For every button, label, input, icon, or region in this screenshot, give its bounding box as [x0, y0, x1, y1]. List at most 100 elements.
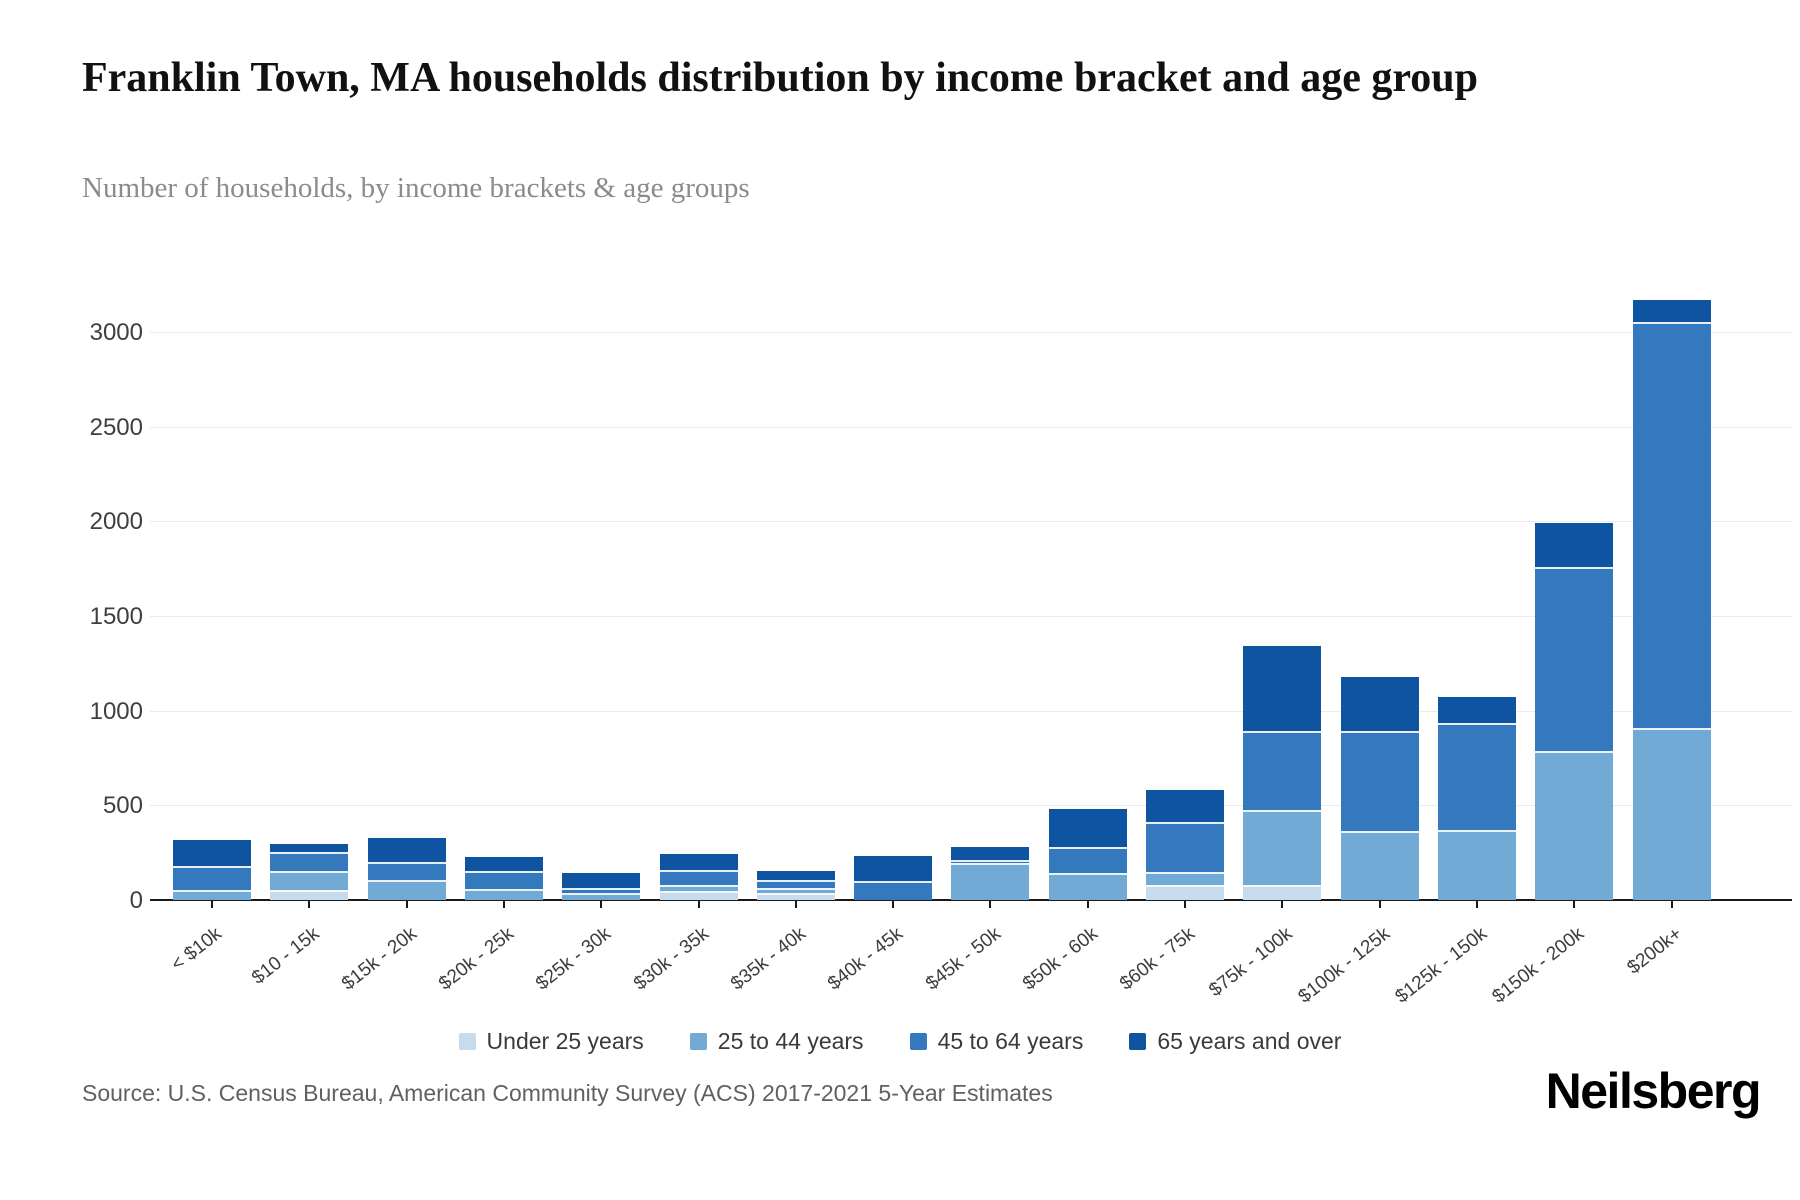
bar--15k-20k — [367, 837, 446, 900]
y-axis-tick-label: 3000 — [89, 319, 143, 347]
bar-segment-25-to-44-years — [1146, 874, 1224, 887]
x-axis-label: $125k - 150k — [1391, 923, 1492, 1008]
x-axis-tick — [794, 901, 797, 908]
bar--45k-50k — [951, 846, 1030, 900]
bar-segment-65-years-and-over — [756, 870, 835, 882]
legend-label: 25 to 44 years — [717, 1028, 864, 1054]
x-axis-tick — [1281, 901, 1284, 908]
bar-segment-65-years-and-over — [854, 855, 933, 883]
x-axis-tick — [989, 901, 992, 908]
x-axis-tick — [502, 901, 505, 908]
x-axis-tick — [697, 901, 700, 908]
brand-logo: Neilsberg — [1545, 1063, 1762, 1119]
bar-segment-25-to-44-years — [1535, 753, 1614, 900]
bar-segment-65-years-and-over — [562, 873, 641, 890]
bar--60k-75k — [1146, 790, 1224, 900]
x-axis-label: $25k - 30k — [532, 923, 616, 995]
bar-segment-65-years-and-over — [1048, 809, 1127, 849]
x-axis-tick — [308, 901, 311, 908]
bar-segment-25-to-44-years — [1340, 832, 1419, 900]
y-axis-tick-label: 1000 — [89, 697, 143, 725]
y-axis-tick-label: 2500 — [89, 413, 143, 441]
legend-item-25-to-44-years: 25 to 44 years — [689, 1028, 864, 1055]
x-axis-tick — [600, 901, 603, 908]
bar--150k-200k — [1535, 523, 1614, 900]
legend-label: 45 to 64 years — [937, 1028, 1084, 1054]
bar--50k-60k — [1048, 809, 1127, 900]
legend-item-65-years-and-over: 65 years and over — [1129, 1028, 1341, 1055]
gridline — [150, 710, 1792, 712]
chart-subtitle: Number of households, by income brackets… — [82, 172, 750, 204]
x-axis-label: $150k - 200k — [1488, 923, 1589, 1008]
bar-segment-45-to-64-years — [367, 864, 446, 882]
bar-segment-under-25-years — [756, 895, 835, 900]
bar-segment-25-to-44-years — [1437, 831, 1516, 900]
x-axis-line — [150, 899, 1792, 901]
x-axis-label: $35k - 40k — [727, 923, 810, 995]
bar-segment-65-years-and-over — [173, 840, 251, 868]
x-axis-tick — [1378, 901, 1381, 908]
legend-label: 65 years and over — [1157, 1028, 1342, 1054]
bar-segment-65-years-and-over — [1146, 790, 1224, 825]
x-axis-label: $200k+ — [1623, 923, 1686, 979]
y-axis-tick-label: 500 — [102, 792, 143, 820]
bar--10-15k — [270, 844, 349, 900]
x-axis-label: $15k - 20k — [337, 923, 421, 995]
bar-segment-25-to-44-years — [270, 872, 349, 893]
bar-segment-45-to-64-years — [1437, 724, 1516, 832]
bar-segment-65-years-and-over — [270, 844, 349, 854]
bar-segment-under-25-years — [1243, 886, 1322, 900]
bar--75k-100k — [1243, 646, 1322, 900]
bar--10k — [173, 840, 251, 900]
x-axis-label: $75k - 100k — [1205, 923, 1297, 1002]
bar-segment-65-years-and-over — [1437, 697, 1516, 725]
x-axis-label: $45k - 50k — [921, 923, 1005, 995]
x-axis-tick — [405, 901, 408, 908]
bar-segment-25-to-44-years — [173, 892, 251, 900]
x-axis-tick — [1184, 901, 1186, 908]
bar-segment-45-to-64-years — [756, 882, 835, 890]
x-axis-tick — [1573, 901, 1576, 908]
bar--20k-25k — [464, 857, 543, 900]
bar-segment-45-to-64-years — [951, 862, 1030, 865]
bar--40k-45k — [854, 855, 933, 900]
bar--200k- — [1632, 299, 1711, 900]
gridline — [150, 805, 1792, 807]
y-axis-tick-label: 0 — [129, 887, 143, 914]
x-axis-label: $30k - 35k — [629, 923, 713, 995]
bar-segment-65-years-and-over — [1632, 299, 1711, 324]
legend-label: Under 25 years — [486, 1028, 644, 1054]
bar-segment-45-to-64-years — [1048, 848, 1127, 876]
bar-segment-45-to-64-years — [854, 882, 933, 900]
gridline — [150, 426, 1792, 428]
bar--125k-150k — [1437, 697, 1516, 900]
bar-segment-45-to-64-years — [173, 867, 251, 893]
x-axis-tick — [1475, 901, 1478, 908]
bar-segment-45-to-64-years — [1340, 733, 1419, 833]
bar-segment-25-to-44-years — [1048, 875, 1127, 900]
bar-segment-25-to-44-years — [464, 890, 543, 900]
chart-title: Franklin Town, MA households distributio… — [82, 55, 1479, 101]
bar-segment-45-to-64-years — [1535, 568, 1614, 754]
legend-item-under-25-years: Under 25 years — [458, 1028, 644, 1055]
bar-segment-45-to-64-years — [1146, 824, 1224, 875]
x-axis-label: $10 - 15k — [248, 923, 324, 989]
bar--30k-35k — [659, 853, 738, 900]
bar-segment-65-years-and-over — [659, 853, 738, 872]
bar--25k-30k — [562, 873, 641, 900]
bar-segment-65-years-and-over — [464, 857, 543, 873]
bar-segment-under-25-years — [1146, 886, 1224, 900]
source-note: Source: U.S. Census Bureau, American Com… — [82, 1080, 1053, 1106]
bar-segment-25-to-44-years — [367, 881, 446, 900]
bar-segment-45-to-64-years — [464, 872, 543, 891]
x-axis-label: $20k - 25k — [435, 923, 519, 995]
gridline — [150, 521, 1792, 523]
bar-segment-under-25-years — [659, 893, 738, 900]
x-axis-tick — [211, 901, 213, 908]
x-axis-label: $40k - 45k — [824, 923, 908, 995]
gridline — [150, 332, 1792, 334]
bar-segment-45-to-64-years — [270, 853, 349, 873]
legend-item-45-to-64-years: 45 to 64 years — [909, 1028, 1084, 1055]
bar-segment-65-years-and-over — [1243, 646, 1322, 734]
